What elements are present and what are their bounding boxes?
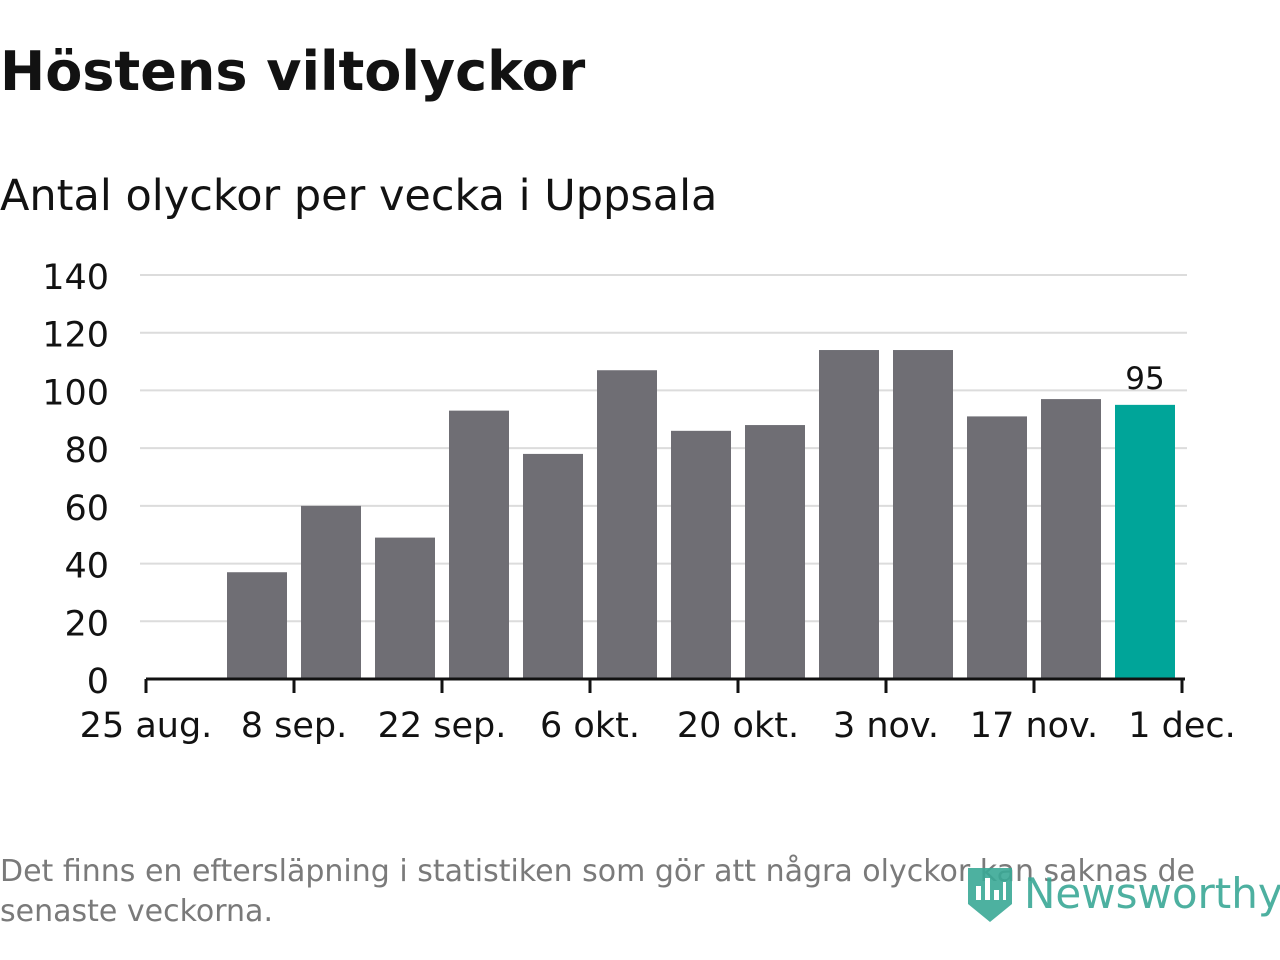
y-axis-tick-labels: 0 20 40 60 80 100 120 140 — [42, 258, 109, 702]
bar — [523, 453, 583, 679]
bar — [819, 350, 879, 679]
bar — [745, 425, 805, 679]
newsworthy-logo: Newsworthy — [966, 862, 1280, 926]
bars — [227, 350, 1175, 679]
bar — [375, 537, 435, 679]
x-tick-label: 22 sep. — [378, 706, 507, 746]
x-tick-label: 17 nov. — [970, 706, 1098, 746]
x-tick-label: 20 okt. — [677, 706, 799, 746]
x-axis: 25 aug. 8 sep. 22 sep. 6 okt. 20 okt. 3 nov. 1… — [80, 677, 1236, 746]
x-tick-label: 8 sep. — [241, 706, 348, 746]
chart-title: Höstens viltolyckor — [0, 40, 586, 103]
bar — [967, 416, 1027, 679]
x-tick-label: 3 nov. — [833, 706, 939, 746]
y-tick-label: 120 — [42, 316, 109, 356]
y-tick-label: 40 — [64, 547, 109, 587]
x-tick-label: 25 aug. — [80, 706, 213, 746]
data-labels: 95 — [1125, 361, 1164, 397]
x-tick-label: 1 dec. — [1128, 706, 1236, 746]
y-tick-label: 20 — [64, 604, 109, 644]
bar-chart: 0 20 40 60 80 100 120 140 95 25 aug. 8 sep. 22 se… — [42, 258, 1236, 746]
bar — [597, 370, 657, 679]
bar-highlight — [1115, 404, 1175, 679]
y-tick-label: 80 — [64, 431, 109, 471]
y-tick-label: 140 — [42, 258, 109, 298]
bar-value-label: 95 — [1125, 361, 1164, 397]
bar — [227, 572, 287, 679]
bar — [449, 410, 509, 679]
chart-subtitle: Antal olyckor per vecka i Uppsala — [0, 171, 718, 221]
bar — [671, 430, 731, 679]
y-tick-label: 60 — [64, 489, 109, 529]
x-tick-label: 6 okt. — [540, 706, 640, 746]
bar — [1041, 399, 1101, 679]
y-tick-label: 100 — [42, 373, 109, 413]
bar — [301, 505, 361, 679]
y-tick-label: 0 — [87, 662, 109, 702]
gridlines — [140, 274, 1187, 623]
newsworthy-logo-icon — [968, 868, 1012, 922]
bar — [893, 350, 953, 679]
newsworthy-logo-text: Newsworthy — [1024, 869, 1280, 918]
